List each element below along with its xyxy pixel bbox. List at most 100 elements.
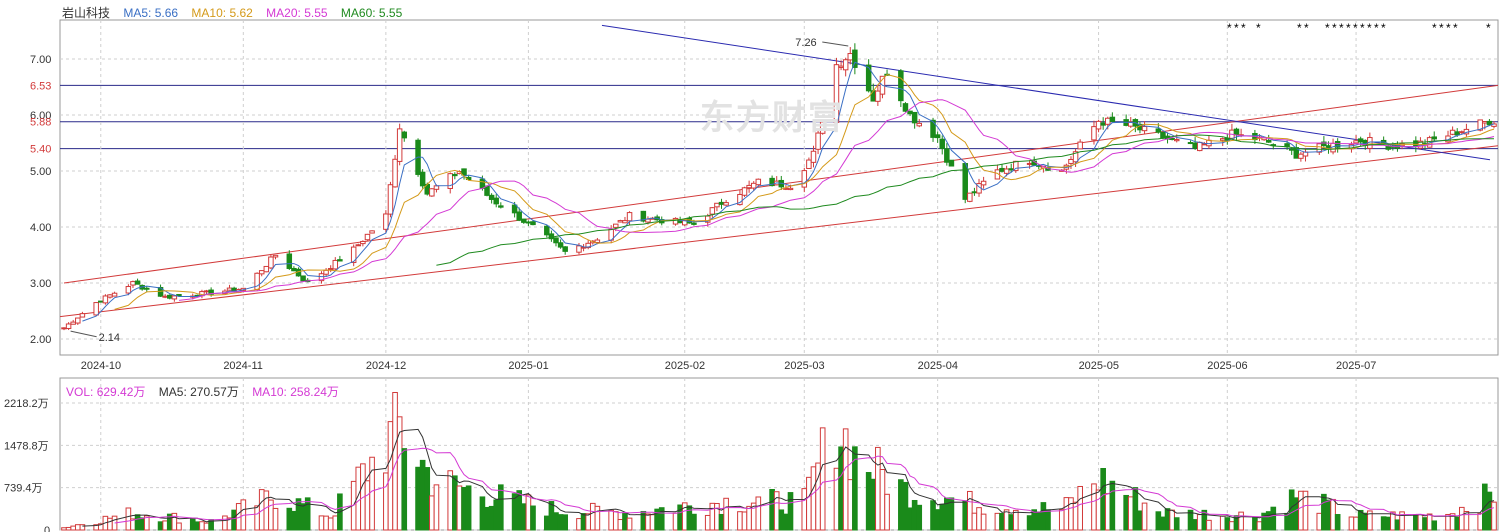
volume-bar [709, 502, 716, 531]
candle-body [171, 295, 178, 300]
candle-body [847, 53, 854, 61]
volume-bar [939, 503, 946, 531]
candle-body [1169, 137, 1175, 140]
x-tick-label: 2024-11 [223, 360, 263, 372]
volume-bar [318, 515, 325, 531]
candle-body [576, 245, 582, 253]
volume-bar [194, 521, 201, 531]
x-tick-label: 2025-02 [665, 360, 705, 372]
candle-body [258, 270, 265, 275]
candle-body [263, 265, 270, 273]
volume-bar [525, 494, 532, 531]
candle-body [1459, 131, 1465, 134]
volume-bar [107, 517, 113, 531]
volume-bar [1426, 513, 1433, 531]
volume-bar [557, 514, 564, 531]
volume-bar [143, 515, 150, 531]
volume-bar [1192, 519, 1198, 531]
candle-body [79, 313, 86, 318]
volume-bar [980, 513, 987, 531]
min-annotation: 2.14 [99, 332, 120, 344]
legend-vol-ma5: MA5: 270.57万 [158, 385, 239, 399]
candle-body [1293, 147, 1300, 159]
candle-body [300, 275, 306, 282]
volume-bar [1486, 491, 1493, 531]
candle-body [971, 191, 978, 194]
candle-body [544, 225, 550, 236]
volume-bar [1219, 515, 1226, 531]
volume-bar [562, 514, 569, 531]
candle-body [852, 49, 858, 68]
volume-bar [553, 512, 559, 531]
volume-bar [852, 446, 858, 531]
candle-body [875, 90, 881, 102]
volume-bar [994, 512, 1001, 531]
candle-body [318, 273, 325, 282]
signal-marker: * [1453, 21, 1458, 35]
candle-body [806, 159, 812, 169]
candle-body [741, 187, 748, 196]
level-label: 5.88 [30, 117, 51, 129]
volume-bar [125, 507, 132, 531]
volume-bar [1265, 511, 1272, 531]
volume-bar [640, 510, 647, 531]
volume-bar [1206, 519, 1212, 531]
volume-ma10-line [114, 447, 1495, 524]
candle-body [1334, 141, 1341, 148]
volume-ytick-label: 1478.8万 [4, 440, 49, 452]
volume-bar [286, 507, 293, 531]
volume-bar [134, 514, 141, 531]
volume-bar [686, 505, 693, 531]
volume-bar [1040, 502, 1047, 531]
volume-bar [1229, 521, 1235, 531]
legend-ma60: MA60: 5.55 [340, 6, 403, 20]
candle-body [355, 244, 362, 247]
candle-body [1068, 158, 1074, 164]
candle-body [1321, 141, 1327, 147]
volume-bar [875, 446, 881, 531]
volume-bar [884, 493, 890, 531]
candle-body [562, 246, 568, 252]
candle-body [939, 138, 945, 149]
signal-marker: * [1346, 21, 1351, 35]
signal-marker: * [1353, 21, 1358, 35]
volume-bar [658, 507, 665, 531]
ma60-line [436, 134, 1495, 266]
candle-body [980, 180, 987, 186]
candle-body [493, 197, 499, 205]
candle-body [967, 192, 973, 202]
volume-bar [332, 515, 339, 531]
signal-marker: * [1381, 21, 1386, 35]
candle-body [61, 327, 67, 330]
volume-bar [778, 509, 785, 531]
volume-bar [612, 511, 619, 531]
candle-body [898, 70, 904, 102]
candle-body [1072, 151, 1079, 163]
volume-bar [415, 466, 421, 531]
candle-body [286, 253, 293, 269]
volume-bar [401, 448, 408, 531]
volume-bar [530, 505, 536, 531]
candle-body [75, 317, 81, 324]
candle-body [70, 321, 76, 325]
volume-bar [327, 517, 334, 531]
volume-bar [323, 515, 329, 531]
candle-body [144, 287, 150, 290]
candle-body [1160, 131, 1166, 139]
volume-bar [1321, 493, 1327, 531]
volume-bar [594, 505, 601, 531]
candle-body [516, 211, 522, 221]
volume-bar [1137, 510, 1143, 531]
volume-bar [484, 506, 490, 531]
watermark: 东方财富 [700, 99, 844, 137]
candle-body [461, 168, 467, 176]
volume-bar [231, 509, 237, 531]
candle-body [176, 294, 182, 297]
volume-bar [746, 505, 752, 531]
volume-bar [1334, 514, 1341, 531]
candle-body [272, 254, 279, 258]
volume-bar [203, 522, 210, 531]
volume-bar [645, 513, 651, 531]
volume-bar [1330, 498, 1336, 531]
volume-bar [79, 524, 86, 531]
